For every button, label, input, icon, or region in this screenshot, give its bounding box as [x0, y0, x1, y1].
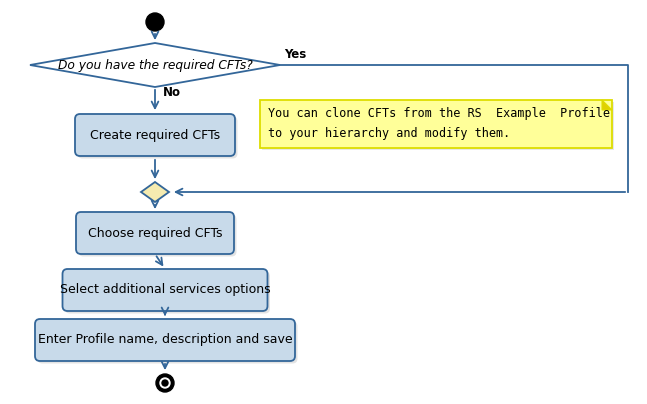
Text: Create required CFTs: Create required CFTs — [90, 128, 220, 141]
Circle shape — [160, 378, 170, 388]
FancyBboxPatch shape — [262, 102, 614, 150]
Text: Select additional services options: Select additional services options — [60, 284, 270, 297]
Text: You can clone CFTs from the RS  Example  Profile: You can clone CFTs from the RS Example P… — [268, 107, 610, 120]
FancyBboxPatch shape — [78, 116, 237, 158]
FancyBboxPatch shape — [78, 215, 237, 257]
Text: Choose required CFTs: Choose required CFTs — [88, 227, 223, 240]
Text: Enter Profile name, description and save: Enter Profile name, description and save — [38, 333, 292, 347]
Circle shape — [156, 374, 174, 392]
Text: No: No — [163, 86, 181, 99]
Circle shape — [146, 13, 164, 31]
FancyBboxPatch shape — [38, 322, 298, 364]
Circle shape — [162, 380, 168, 386]
Polygon shape — [30, 43, 280, 87]
Text: Yes: Yes — [284, 48, 306, 61]
Text: Do you have the required CFTs?: Do you have the required CFTs? — [58, 59, 252, 72]
FancyBboxPatch shape — [260, 100, 612, 148]
FancyBboxPatch shape — [35, 319, 295, 361]
FancyBboxPatch shape — [63, 269, 267, 311]
FancyBboxPatch shape — [75, 114, 235, 156]
Polygon shape — [602, 100, 612, 110]
Text: to your hierarchy and modify them.: to your hierarchy and modify them. — [268, 126, 510, 139]
FancyBboxPatch shape — [76, 212, 234, 254]
Polygon shape — [141, 182, 169, 202]
FancyBboxPatch shape — [65, 271, 270, 314]
